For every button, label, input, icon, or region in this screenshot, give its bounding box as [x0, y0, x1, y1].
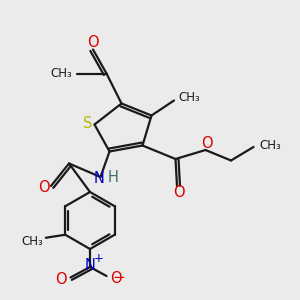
Text: O: O [87, 35, 99, 50]
Text: O: O [201, 136, 213, 151]
Text: CH₃: CH₃ [21, 235, 43, 248]
Text: CH₃: CH₃ [50, 67, 72, 80]
Text: CH₃: CH₃ [260, 139, 281, 152]
Text: +: + [94, 252, 103, 265]
Text: O: O [55, 272, 67, 287]
Text: S: S [83, 116, 93, 130]
Text: O: O [39, 180, 50, 195]
Text: N: N [85, 258, 95, 273]
Text: O: O [173, 185, 184, 200]
Text: O: O [110, 271, 122, 286]
Text: N: N [94, 171, 104, 186]
Text: CH₃: CH₃ [178, 91, 200, 104]
Text: H: H [108, 169, 118, 184]
Text: −: − [113, 270, 125, 285]
